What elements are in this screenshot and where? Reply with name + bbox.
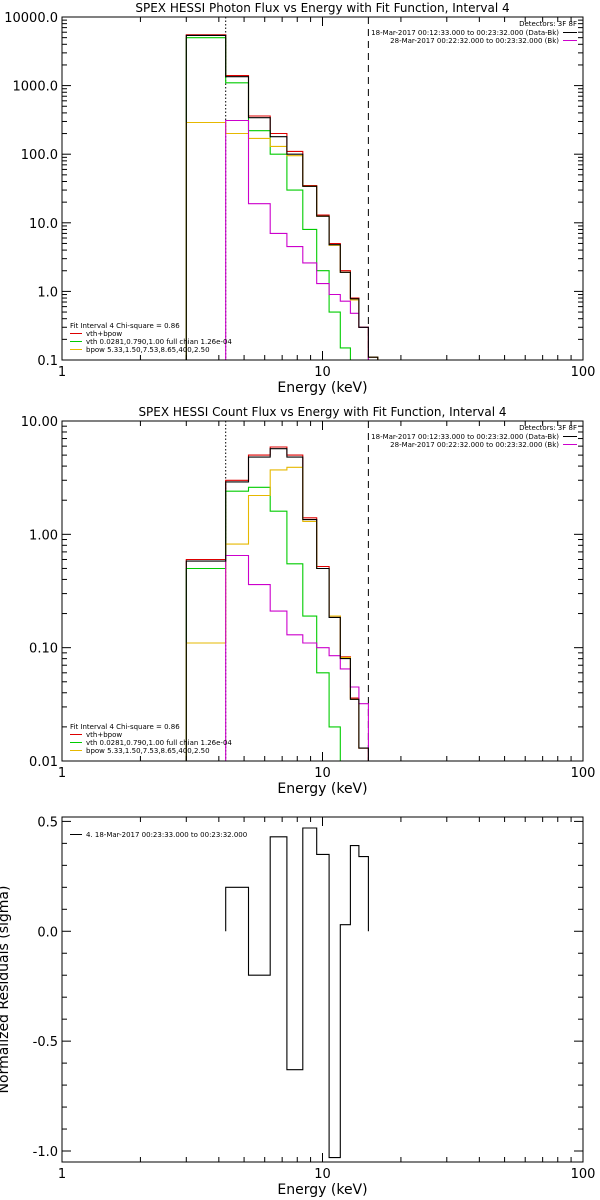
y-tick-label: 0.1 [37,354,58,369]
x-tick-label: 10 [314,1167,331,1182]
y-tick-label: 1.0 [37,285,58,300]
legend-entry: 28-Mar-2017 00:22:32.000 to 00:23:32.000… [390,37,559,45]
y-axis-label: Normalized Residuals (sigma) [0,886,12,1094]
legend-entry: 18-Mar-2017 00:12:33.000 to 00:23:32.000… [371,29,559,37]
axes-frame [61,816,584,1163]
y-tick-label: 10.0 [29,217,58,232]
x-axis-label: Energy (keV) [277,1182,367,1198]
x-axis-label: Energy (keV) [277,781,367,797]
x-tick-label: 10 [314,365,331,380]
y-tick-label: 100.0 [21,148,58,163]
y-tick-label: 1000.0 [13,80,59,95]
series-vth-bpow [185,446,369,761]
chart-panel-2: SPEX HESSI Count Flux vs Energy with Fit… [21,405,596,797]
fit-legend-entry: vth 0.0281,0.790,1.00 full chian 1.26e-0… [86,739,232,747]
y-tick-label: 10000.0 [4,11,58,26]
legend-header: Detectors: 3F 8F [519,424,577,432]
fit-legend-entry: vth 0.0281,0.790,1.00 full chian 1.26e-0… [86,338,232,346]
fit-legend-entry: bpow 5.33,1.50,7.53,8.65,400,2.50 [86,346,210,354]
chart-title: SPEX HESSI Count Flux vs Energy with Fit… [138,405,506,419]
x-tick-label: 1 [58,365,66,380]
x-tick-label: 1 [58,766,66,781]
y-tick-label: 10.00 [21,415,58,430]
fit-legend-entry: vth+bpow [86,731,122,739]
plot-area [185,34,379,360]
x-tick-label: 100 [571,1167,596,1182]
fit-legend-header: Fit Interval 4 Chi-square = 0.86 [70,723,180,731]
y-tick-label: 0.5 [37,815,58,830]
series-data [185,448,369,761]
series-vth [185,486,341,761]
plot-area [185,446,369,761]
axes-frame [61,16,584,361]
axes-frame [61,420,584,762]
x-tick-label: 100 [571,365,596,380]
residual-legend-entry: 4. 18-Mar-2017 00:23:33.000 to 00:23:32.… [86,831,247,839]
fit-legend-entry: vth+bpow [86,330,122,338]
chart-panel-3: 1 10 100 Energy (keV) -1.0 -0.5 0.0 0.5 Normaliz… [0,815,595,1198]
x-tick-label: 1 [58,1167,66,1182]
y-tick-label: -1.0 [33,1145,58,1160]
fit-legend-entry: bpow 5.33,1.50,7.53,8.65,400,2.50 [86,747,210,755]
plot-area [225,827,369,1159]
y-tick-label: 0.01 [29,755,58,770]
y-tick-label: -0.5 [33,1035,58,1050]
series-vth-bpow [185,34,379,360]
x-tick-label: 10 [314,766,331,781]
x-tick-label: 100 [571,766,596,781]
legend-entry: 28-Mar-2017 00:22:32.000 to 00:23:32.000… [390,441,559,449]
y-tick-label: 0.10 [29,642,58,657]
x-axis-label: Energy (keV) [277,380,367,396]
y-tick-label: 1.00 [29,528,58,543]
legend-header: Detectors: 3F 8F [519,20,577,28]
series-data [185,34,379,360]
y-tick-label: 0.0 [37,925,58,940]
fit-legend-header: Fit Interval 4 Chi-square = 0.86 [70,322,180,330]
chart-panel-1: SPEX HESSI Photon Flux vs Energy with Fi… [4,1,596,396]
legend-entry: 18-Mar-2017 00:12:33.000 to 00:23:32.000… [371,433,559,441]
series-residuals [225,827,369,1159]
chart-title: SPEX HESSI Photon Flux vs Energy with Fi… [135,1,509,15]
